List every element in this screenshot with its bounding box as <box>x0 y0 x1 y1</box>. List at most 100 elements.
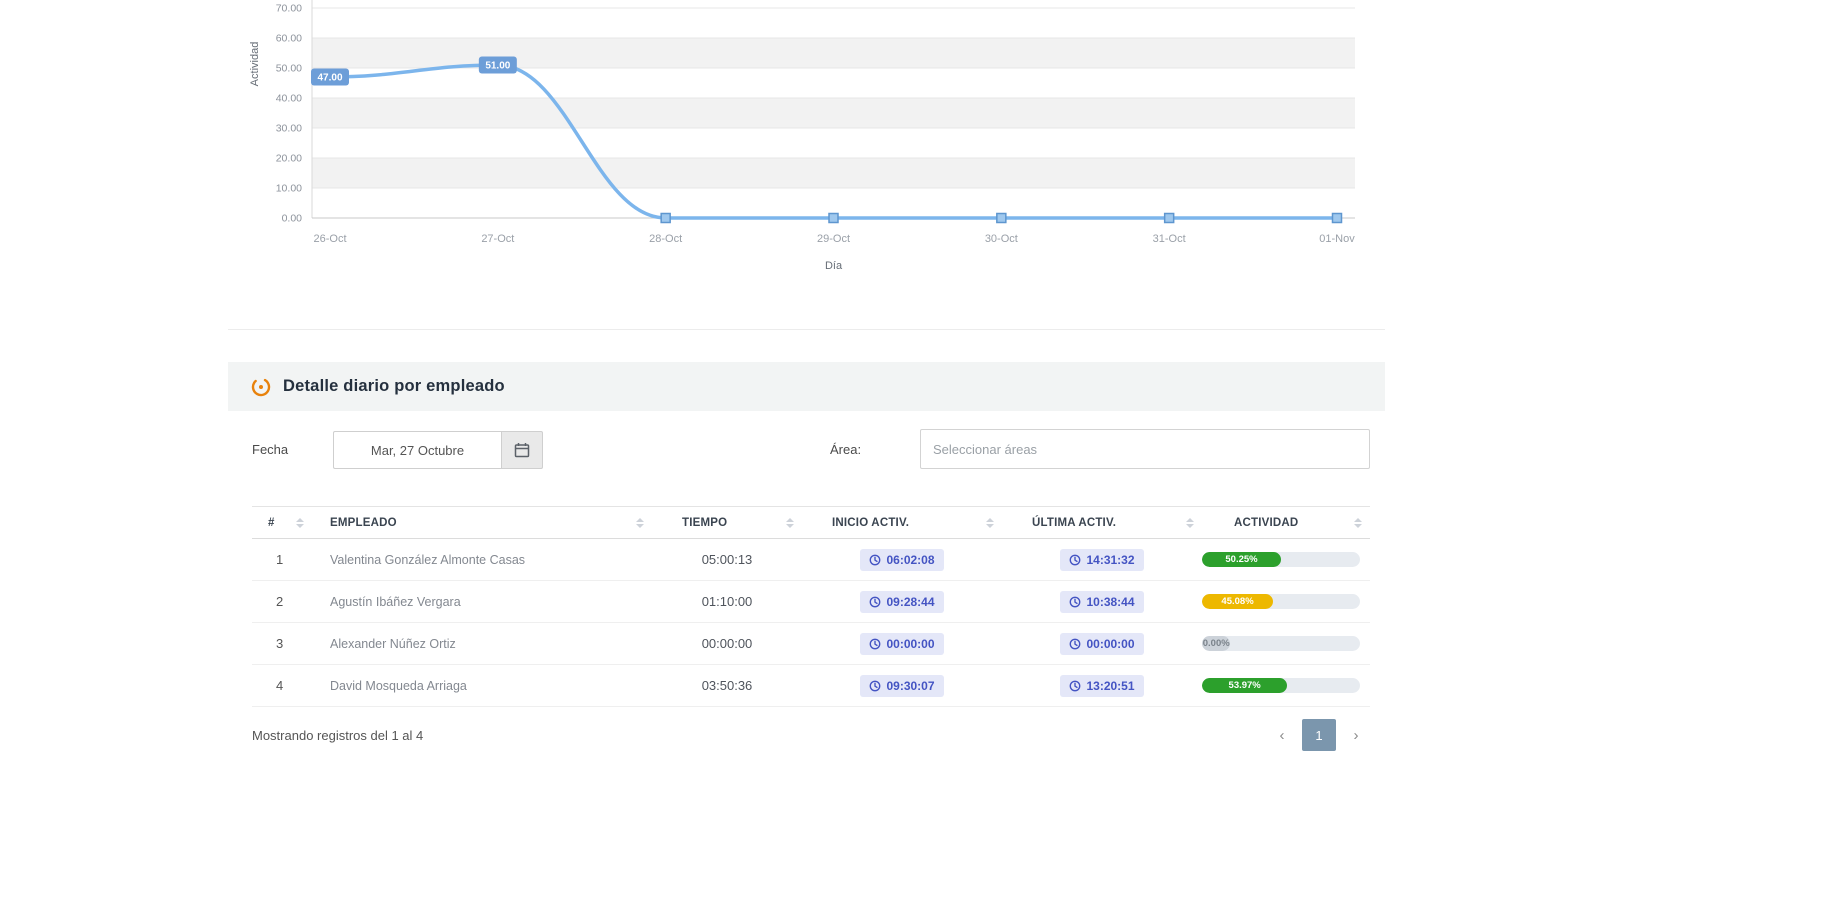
ultima-activ-badge: 00:00:00 <box>1060 632 1144 655</box>
svg-text:10.00: 10.00 <box>276 183 302 195</box>
section-title: Detalle diario por empleado <box>283 377 505 395</box>
clock-icon <box>1070 680 1081 691</box>
svg-text:Día: Día <box>825 260 843 272</box>
inicio-activ-badge: 00:00:00 <box>860 632 944 655</box>
prev-page-button[interactable]: ‹ <box>1268 719 1296 751</box>
chart-point[interactable] <box>996 212 1007 224</box>
sort-icon <box>296 517 304 528</box>
table-row: 4 David Mosqueda Arriaga 03:50:36 09:30:07 1… <box>252 665 1370 707</box>
svg-text:Actividad: Actividad <box>249 42 261 87</box>
inicio-activ-badge: 06:02:08 <box>860 548 944 571</box>
svg-text:40.00: 40.00 <box>276 93 302 105</box>
filters-row: Fecha Área: Seleccionar áreas <box>228 411 1385 506</box>
fecha-input[interactable] <box>333 431 501 469</box>
records-info: Mostrando registros del 1 al 4 <box>252 727 424 743</box>
column-header-label: INICIO ACTIV. <box>832 516 910 529</box>
daily-detail-section: Detalle diario por empleado Fecha Área: … <box>228 362 1385 751</box>
sort-icon <box>786 517 794 528</box>
area-label: Área: <box>830 442 862 457</box>
column-header-num[interactable]: # <box>252 507 312 538</box>
area-select[interactable]: Seleccionar áreas <box>920 429 1370 469</box>
activity-bar: 45.08% <box>1202 594 1360 609</box>
employee-table: # EMPLEADO TIEMPO INICIO ACTIV. ÚLTIMA ACTIV… <box>228 506 1385 707</box>
tiempo-value: 05:00:13 <box>701 552 753 567</box>
chart-point[interactable] <box>1331 212 1343 224</box>
column-header-label: ACTIVIDAD <box>1234 516 1299 529</box>
table-row: 2 Agustín Ibáñez Vergara 01:10:00 09:28:44 1… <box>252 581 1370 623</box>
svg-text:31-Oct: 31-Oct <box>1153 233 1186 245</box>
sort-icon <box>1186 517 1194 528</box>
svg-text:27-Oct: 27-Oct <box>481 233 514 245</box>
svg-text:28-Oct: 28-Oct <box>649 233 682 245</box>
calendar-button[interactable] <box>501 431 543 469</box>
svg-text:47.00: 47.00 <box>317 73 342 84</box>
inicio-activ-badge: 09:30:07 <box>860 674 944 697</box>
clock-icon <box>870 680 881 691</box>
table-footer: Mostrando registros del 1 al 4 ‹ 1 › <box>228 707 1385 751</box>
column-header-inicio-activ[interactable]: INICIO ACTIV. <box>802 507 1002 538</box>
area-select-placeholder: Seleccionar áreas <box>933 441 1038 457</box>
table-header-row: # EMPLEADO TIEMPO INICIO ACTIV. ÚLTIMA ACTIV… <box>252 506 1370 539</box>
activity-line-chart[interactable]: 0.00 10.00 20.00 30.00 40.00 50.00 60.00 70.00 2… <box>228 0 1385 300</box>
next-page-button[interactable]: › <box>1342 719 1370 751</box>
activity-bar: 53.97% <box>1202 678 1360 693</box>
employee-name: Agustín Ibáñez Vergara <box>330 594 461 609</box>
chart-point[interactable] <box>828 212 839 224</box>
clock-icon <box>1070 638 1081 649</box>
svg-text:20.00: 20.00 <box>276 153 302 165</box>
clock-icon <box>870 638 881 649</box>
clock-icon <box>870 554 881 565</box>
row-index: 4 <box>276 678 284 693</box>
row-index: 1 <box>276 552 284 567</box>
column-header-empleado[interactable]: EMPLEADO <box>312 507 652 538</box>
clock-icon <box>1070 596 1081 607</box>
sort-icon <box>1354 517 1362 528</box>
column-header-tiempo[interactable]: TIEMPO <box>652 507 802 538</box>
activity-percent: 45.08% <box>1221 596 1254 607</box>
ultima-activ-badge: 10:38:44 <box>1060 590 1144 613</box>
fecha-label: Fecha <box>252 442 289 457</box>
svg-text:30.00: 30.00 <box>276 123 302 135</box>
tiempo-value: 00:00:00 <box>701 636 753 651</box>
column-header-actividad[interactable]: ACTIVIDAD <box>1202 507 1370 538</box>
tiempo-value: 01:10:00 <box>701 594 753 609</box>
employee-name: Valentina González Almonte Casas <box>330 552 526 567</box>
divider <box>228 329 1385 330</box>
clock-icon <box>870 596 881 607</box>
svg-text:51.00: 51.00 <box>485 61 510 72</box>
column-header-ultima-activ[interactable]: ÚLTIMA ACTIV. <box>1002 507 1202 538</box>
activity-bar: 50.25% <box>1202 552 1360 567</box>
sort-icon <box>636 517 644 528</box>
svg-text:0.00: 0.00 <box>282 213 303 225</box>
row-index: 3 <box>276 636 284 651</box>
pagination: ‹ 1 › <box>1268 719 1370 751</box>
activity-percent: 0.00% <box>1202 638 1230 649</box>
activity-percent: 50.25% <box>1225 554 1258 565</box>
column-header-label: # <box>268 516 275 529</box>
employee-name: David Mosqueda Arriaga <box>330 678 467 693</box>
calendar-icon <box>514 443 530 458</box>
activity-bar: 0.00% <box>1202 636 1360 651</box>
svg-text:30-Oct: 30-Oct <box>985 233 1018 245</box>
inicio-activ-badge: 09:28:44 <box>860 590 944 613</box>
svg-text:70.00: 70.00 <box>276 3 302 15</box>
employee-name: Alexander Núñez Ortiz <box>330 636 456 651</box>
svg-text:01-Nov: 01-Nov <box>1319 233 1355 245</box>
tiempo-value: 03:50:36 <box>701 678 753 693</box>
chart-point[interactable] <box>1163 212 1175 224</box>
column-header-label: TIEMPO <box>682 516 728 529</box>
ultima-activ-badge: 13:20:51 <box>1060 674 1144 697</box>
activity-percent: 53.97% <box>1228 680 1261 691</box>
row-index: 2 <box>276 594 284 609</box>
svg-text:29-Oct: 29-Oct <box>817 233 850 245</box>
chart-data-label <box>311 68 349 86</box>
column-header-label: ÚLTIMA ACTIV. <box>1032 516 1117 529</box>
activity-chart-panel: 0.00 10.00 20.00 30.00 40.00 50.00 60.00 70.00 2… <box>228 0 1385 300</box>
section-header: Detalle diario por empleado <box>228 362 1385 411</box>
page-1-button[interactable]: 1 <box>1302 719 1336 751</box>
chart-data-label <box>478 56 517 74</box>
chart-point[interactable] <box>660 212 671 224</box>
svg-text:60.00: 60.00 <box>276 33 302 45</box>
date-picker-group <box>333 431 543 469</box>
column-header-label: EMPLEADO <box>330 516 397 529</box>
